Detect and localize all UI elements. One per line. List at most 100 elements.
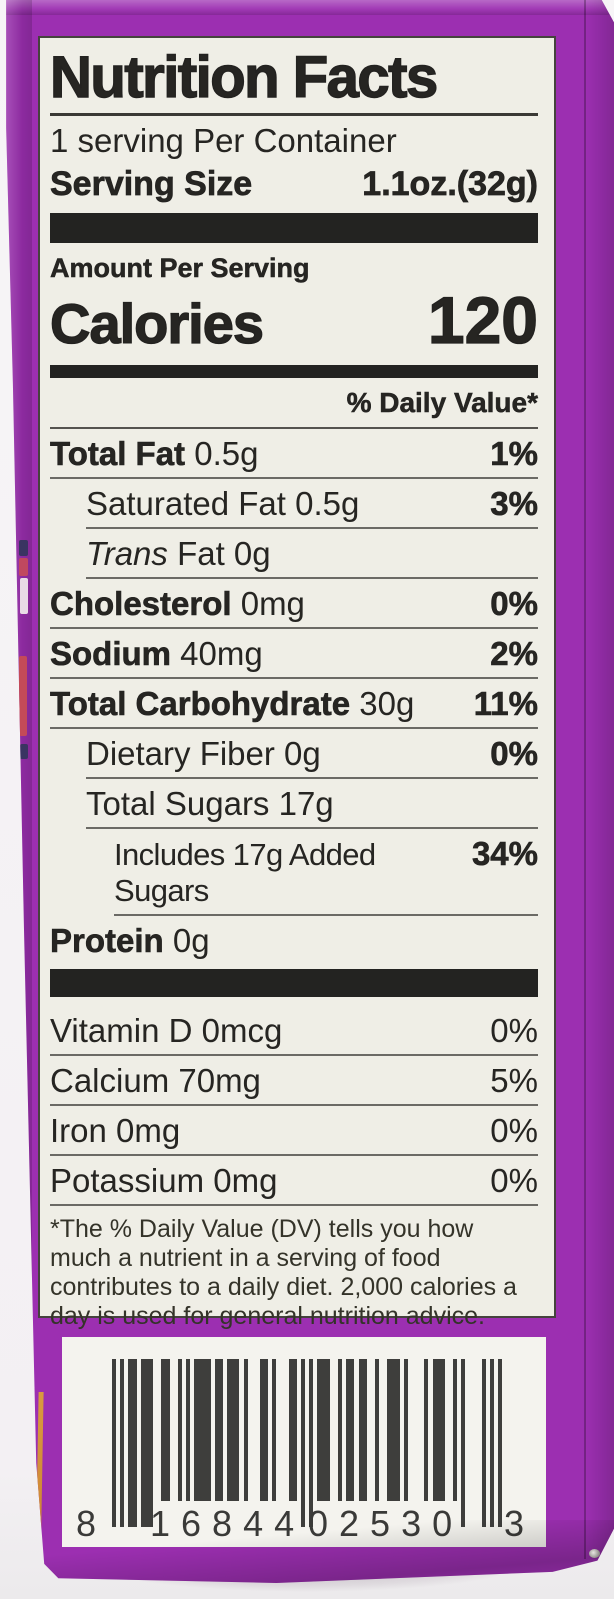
box-top-edge xyxy=(6,0,614,15)
barcode-module xyxy=(194,1359,199,1501)
nutrient-row: Total Sugars 17g xyxy=(86,779,538,830)
vitamin-row: Calcium 70mg 5% xyxy=(50,1056,538,1107)
servings-per-container: 1 serving Per Container xyxy=(50,121,397,159)
barcode-digit-group2: 02530 xyxy=(308,1503,458,1545)
barcode-module xyxy=(424,1359,429,1501)
barcode-module xyxy=(436,1359,441,1501)
vitamin-row: Potassium 0mg 0% xyxy=(50,1156,538,1207)
amount-per-serving: Amount Per Serving xyxy=(50,253,310,284)
side-print-fleck xyxy=(19,656,27,736)
barcode-panel: 8 16844 02530 3 xyxy=(62,1337,546,1547)
separator-bar-thick xyxy=(50,969,538,998)
nutrient-row: Cholesterol 0mg 0% xyxy=(50,579,538,630)
barcode-digit-group1: 16844 xyxy=(150,1503,296,1545)
barcode-module xyxy=(288,1359,293,1501)
barcode-module xyxy=(338,1359,343,1501)
nutrient-row: Saturated Fat 0.5g 3% xyxy=(86,479,538,530)
side-print-fleck xyxy=(20,744,28,759)
nutrient-row: Sodium 40mg 2% xyxy=(50,629,538,680)
barcode-module xyxy=(243,1359,248,1501)
serving-size-row: Serving Size 1.1oz.(32g) xyxy=(50,165,539,204)
barcode-module xyxy=(391,1359,396,1501)
barcode-module xyxy=(120,1359,125,1527)
barcode-module xyxy=(231,1359,236,1501)
barcode-module xyxy=(128,1359,133,1527)
barcode-module xyxy=(490,1359,495,1527)
nutrient-row: Dietary Fiber 0g 0% xyxy=(86,729,538,780)
title-rule xyxy=(50,112,538,116)
nutrition-facts-label: Nutrition Facts 1 serving Per Container … xyxy=(38,36,556,1330)
serving-size-value: 1.1oz.(32g) xyxy=(362,165,538,204)
calories-row: Calories 120 xyxy=(49,282,538,358)
barcode-module xyxy=(350,1359,355,1501)
box-right-edge xyxy=(584,0,614,1559)
barcode-module xyxy=(112,1359,117,1527)
barcode-module xyxy=(235,1359,240,1501)
barcode-digit-right: 3 xyxy=(504,1503,524,1545)
barcode-module xyxy=(214,1359,219,1501)
vitamin-rows: Vitamin D 0mcg 0% Calcium 70mg 5% Iron 0mg 0%… xyxy=(50,1006,538,1207)
daily-value-footnote: *The % Daily Value (DV) tells you how mu… xyxy=(50,1215,517,1331)
vitamin-row: Iron 0mg 0% xyxy=(50,1106,538,1157)
barcode-module xyxy=(309,1359,314,1527)
barcode-module xyxy=(177,1359,182,1501)
barcode-module xyxy=(198,1359,203,1501)
barcode-module xyxy=(461,1359,466,1527)
barcode-module xyxy=(375,1359,380,1501)
calories-label: Calories xyxy=(49,292,264,356)
barcode-module xyxy=(346,1359,351,1501)
metal-glint xyxy=(589,1549,600,1558)
daily-value-header: % Daily Value* xyxy=(50,387,538,430)
barcode-module xyxy=(362,1359,367,1501)
barcode-module xyxy=(453,1359,458,1501)
box-bottom-fold-shadow xyxy=(30,1520,614,1584)
side-print-fleck xyxy=(19,540,28,556)
barcode-module xyxy=(206,1359,211,1501)
vitamin-row: Vitamin D 0mcg 0% xyxy=(50,1006,538,1057)
separator-bar-thick xyxy=(50,213,538,244)
barcode-bars xyxy=(112,1359,503,1527)
barcode-module xyxy=(148,1359,154,1527)
barcode-digit-left: 8 xyxy=(76,1503,96,1545)
barcode-module xyxy=(202,1359,207,1501)
nutrient-row: Total Fat 0.5g 1% xyxy=(50,429,538,480)
barcode-module xyxy=(432,1359,437,1501)
barcode-module xyxy=(481,1359,486,1527)
barcode-module xyxy=(403,1359,408,1501)
barcode-module xyxy=(259,1359,265,1501)
separator-bar-medium xyxy=(50,365,538,379)
calories-value: 120 xyxy=(427,283,538,358)
nutrient-row: Total Carbohydrate 30g 11% xyxy=(50,679,538,730)
barcode-module xyxy=(301,1359,306,1527)
barcode-module xyxy=(218,1359,223,1501)
nutrient-rows: Total Fat 0.5g 1% Saturated Fat 0.5g 3% Tran… xyxy=(50,429,539,964)
barcode-module xyxy=(358,1359,363,1501)
serving-size-label: Serving Size xyxy=(50,165,253,204)
barcode-module xyxy=(185,1359,191,1501)
barcode-module xyxy=(161,1359,166,1501)
box-left-seam xyxy=(6,0,32,1569)
side-print-fleck xyxy=(20,578,28,614)
barcode-module xyxy=(395,1359,400,1501)
barcode-module xyxy=(387,1359,392,1501)
barcode-module xyxy=(140,1359,145,1527)
nutrient-row: Includes 17g Added Sugars 34% xyxy=(114,829,538,917)
nutrient-row: Trans Fat 0g xyxy=(86,529,538,580)
barcode-module xyxy=(264,1359,269,1501)
barcode-module xyxy=(272,1359,277,1501)
label-title: Nutrition Facts xyxy=(49,44,439,110)
nutrient-row: Protein 0g xyxy=(50,922,210,960)
barcode-module xyxy=(325,1359,330,1501)
barcode-module xyxy=(227,1359,232,1501)
barcode-module xyxy=(292,1359,297,1501)
barcode-module xyxy=(440,1359,445,1501)
barcode-module xyxy=(132,1359,137,1527)
barcode-module xyxy=(165,1359,170,1501)
barcode-module xyxy=(321,1359,326,1501)
barcode-module xyxy=(498,1359,503,1527)
side-print-fleck xyxy=(19,558,28,576)
barcode-module xyxy=(317,1359,322,1501)
barcode-module xyxy=(144,1359,149,1527)
